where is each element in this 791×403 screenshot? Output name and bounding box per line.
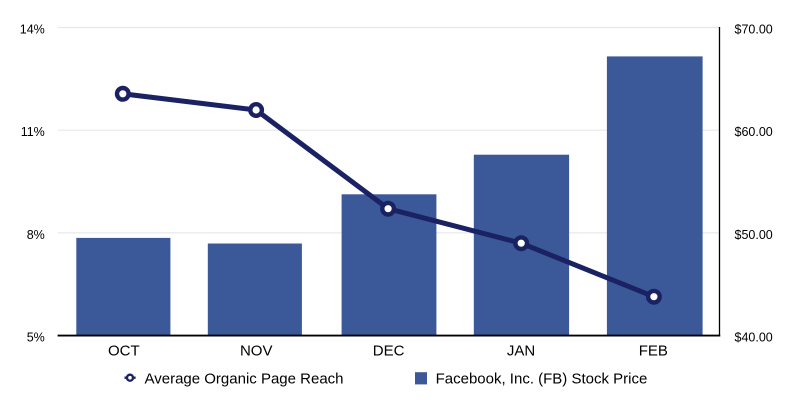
svg-text:$50.00: $50.00 — [735, 228, 773, 242]
svg-text:$70.00: $70.00 — [735, 22, 773, 36]
svg-text:NOV: NOV — [240, 343, 273, 360]
svg-text:5%: 5% — [27, 331, 45, 345]
svg-text:$40.00: $40.00 — [735, 331, 773, 345]
svg-text:8%: 8% — [27, 228, 45, 242]
svg-text:DEC: DEC — [373, 343, 405, 360]
svg-text:Facebook, Inc. (FB) Stock Pric: Facebook, Inc. (FB) Stock Price — [436, 371, 648, 388]
svg-text:11%: 11% — [21, 125, 45, 139]
svg-text:JAN: JAN — [507, 343, 535, 360]
svg-text:Average Organic Page Reach: Average Organic Page Reach — [145, 371, 344, 388]
svg-text:14%: 14% — [20, 22, 45, 36]
svg-text:$60.00: $60.00 — [735, 125, 773, 139]
svg-text:FEB: FEB — [639, 343, 668, 360]
svg-text:OCT: OCT — [108, 343, 140, 360]
